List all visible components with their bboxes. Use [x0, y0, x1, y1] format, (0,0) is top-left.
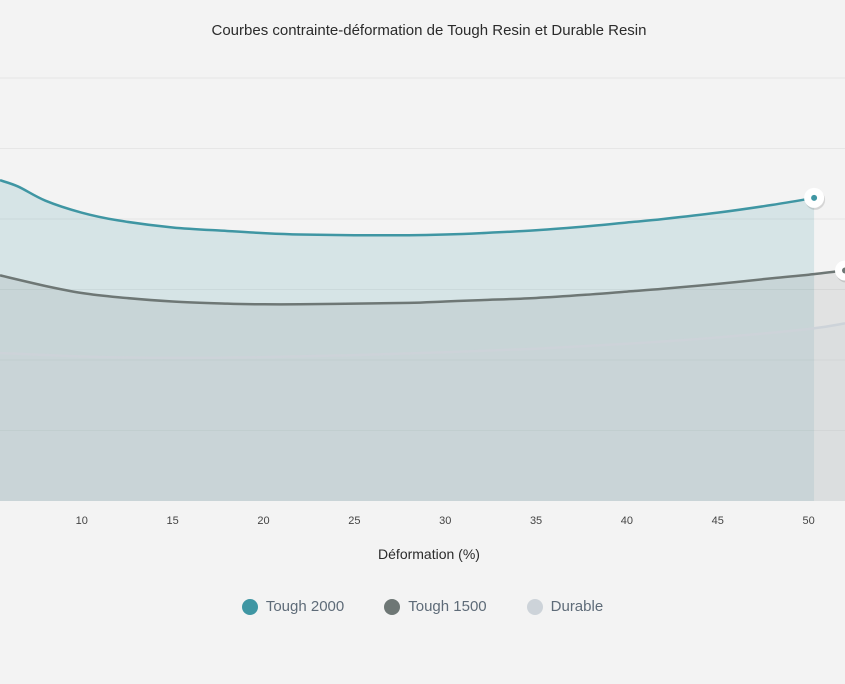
x-tick-label: 35 [530, 515, 542, 527]
gridlines [0, 77, 845, 431]
series-area-durable [0, 323, 845, 501]
x-tick-label: 30 [439, 515, 451, 527]
legend-item-tough-2000[interactable]: Tough 2000 [241, 598, 345, 615]
series-line-tough-2000 [0, 179, 815, 237]
legend-item-tough-1500[interactable]: Tough 1500 [384, 598, 487, 615]
legend-swatch [241, 598, 258, 615]
series-line-tough-1500 [0, 269, 845, 306]
series-area-tough-2000 [0, 180, 815, 501]
legend-swatch [526, 598, 543, 615]
legend-item-durable[interactable]: Durable [526, 598, 604, 615]
legend-label: Tough 1500 [408, 598, 487, 615]
legend: Tough 2000 Tough 1500 Durable [0, 598, 845, 615]
chart-title: Courbes contrainte-déformation de Tough … [211, 22, 647, 39]
x-tick-label: 50 [803, 515, 815, 527]
x-tick-label: 25 [348, 515, 360, 527]
x-tick-label: 15 [167, 515, 179, 527]
legend-swatch [384, 598, 401, 615]
x-tick-label: 45 [712, 515, 724, 527]
x-tick-label: 40 [621, 515, 633, 527]
legend-label: Durable [550, 598, 604, 615]
x-tick-label: 10 [76, 515, 88, 527]
x-axis-label: Déformation (%) [378, 546, 480, 562]
x-tick-label: 20 [257, 515, 269, 527]
data-point-tough-2000 [804, 187, 826, 210]
data-point-tough-1500 [835, 260, 845, 283]
series-line-durable [0, 322, 845, 360]
series-area-tough-1500 [0, 270, 845, 501]
data-point-dot [842, 267, 845, 274]
data-point-dot [811, 194, 818, 201]
chart-plot-area: 10 15 20 25 30 35 40 45 50 [0, 77, 845, 527]
legend-label: Tough 2000 [265, 598, 345, 615]
data-point-ring [835, 260, 845, 281]
